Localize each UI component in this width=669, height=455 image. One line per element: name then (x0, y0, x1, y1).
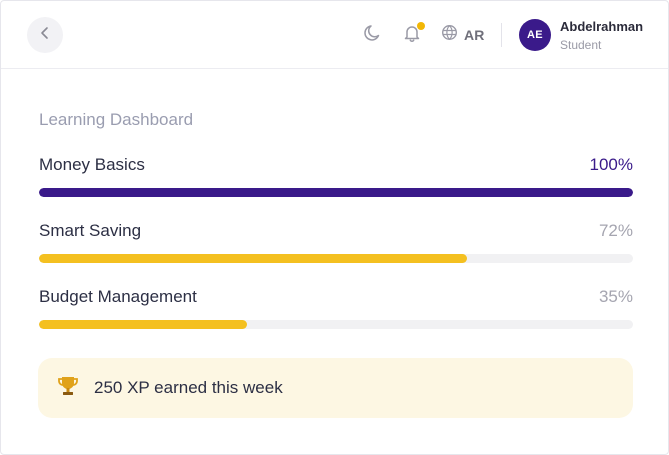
course-name: Smart Saving (39, 221, 142, 240)
section-title: Learning Dashboard (39, 110, 194, 129)
chevron-left-icon (38, 26, 52, 45)
moon-icon (363, 23, 383, 48)
progress-track (39, 320, 633, 329)
bell-icon (402, 23, 422, 48)
course-item: Budget Management 35% (39, 287, 633, 329)
header-divider (501, 23, 502, 47)
xp-summary-card: 250 XP earned this week (38, 358, 633, 418)
language-label: AR (464, 27, 485, 43)
progress-fill (39, 188, 633, 197)
progress-fill (39, 320, 247, 329)
dark-mode-toggle[interactable] (363, 23, 383, 48)
top-bar: AR AE Abdelrahman Student (1, 1, 668, 69)
course-item: Money Basics 100% (39, 155, 633, 197)
xp-text: 250 XP earned this week (94, 378, 283, 397)
language-switcher[interactable]: AR (441, 24, 485, 46)
course-percent: 100% (589, 155, 633, 174)
notification-dot (417, 22, 425, 30)
trophy-icon (56, 374, 80, 403)
progress-track (39, 254, 633, 263)
back-button[interactable] (27, 17, 63, 53)
course-percent: 35% (598, 287, 633, 306)
course-name: Budget Management (39, 287, 197, 306)
course-item: Smart Saving 72% (39, 221, 633, 263)
user-name: Abdelrahman (560, 19, 644, 34)
progress-fill (39, 254, 467, 263)
course-percent: 72% (598, 221, 633, 240)
user-role: Student (560, 38, 602, 52)
globe-icon (441, 24, 458, 46)
course-name: Money Basics (39, 155, 145, 174)
avatar[interactable]: AE (519, 19, 551, 51)
notifications-button[interactable] (402, 22, 425, 48)
progress-track (39, 188, 633, 197)
